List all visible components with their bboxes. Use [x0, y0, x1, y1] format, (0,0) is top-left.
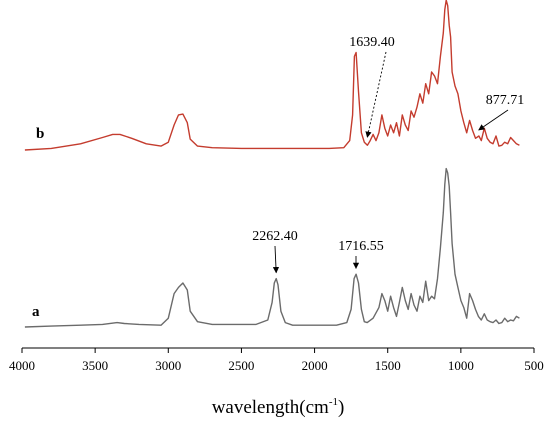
peak-arrow-2262-40 [272, 245, 280, 274]
peak-label-2262-40: 2262.40 [252, 229, 298, 244]
series-layer: ba [24, 0, 520, 328]
x-tick-label-1000: 1000 [448, 358, 474, 373]
peak-label-877-71: 877.71 [486, 93, 525, 108]
peak-arrow-877-71 [478, 109, 509, 131]
x-axis-title-unit-open: (cm [299, 397, 329, 418]
x-axis-title-unit-close: ) [338, 397, 344, 418]
x-tick-label-3500: 3500 [82, 358, 108, 373]
series-label-a: a [32, 304, 40, 320]
x-axis-title-unit-sup: -1 [329, 396, 338, 408]
series-line-a [24, 167, 520, 328]
x-axis-ticks: 4000 3500 3000 2500 2000 1500 1000 500 [9, 348, 544, 373]
series-line-b [24, 0, 520, 151]
x-tick-label-3000: 3000 [155, 358, 181, 373]
x-tick-label-4000: 4000 [9, 358, 35, 373]
x-tick-label-500: 500 [524, 358, 544, 373]
x-tick-label-2500: 2500 [228, 358, 254, 373]
peak-annotations: 1639.40 877.71 2262.40 1716.55 [252, 35, 525, 274]
peak-label-1716-55: 1716.55 [338, 239, 384, 254]
x-axis-title-main: wavelength [212, 397, 300, 418]
series-label-b: b [36, 126, 44, 142]
x-axis-title: wavelength(cm-1) [212, 396, 345, 418]
peak-arrow-1639-40 [365, 51, 387, 138]
x-tick-label-1500: 1500 [375, 358, 401, 373]
peak-label-1639-40: 1639.40 [349, 35, 395, 50]
x-tick-label-2000: 2000 [302, 358, 328, 373]
